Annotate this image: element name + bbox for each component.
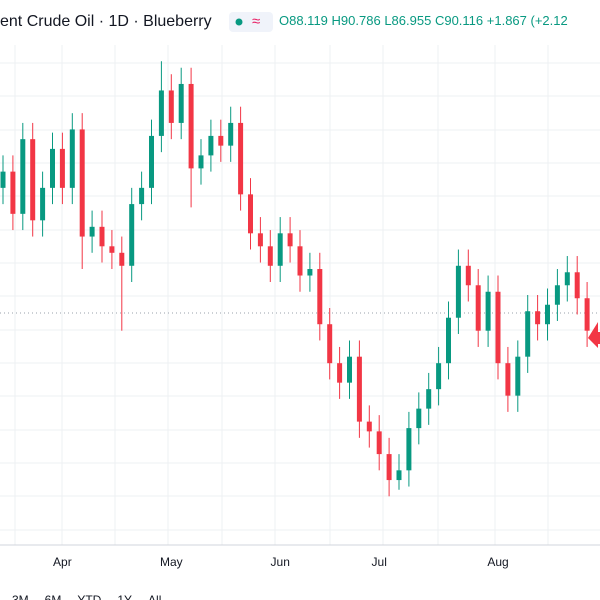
candle-body bbox=[317, 269, 323, 325]
chart-title: ent Crude Oil · 1D · Blueberry bbox=[0, 13, 212, 30]
candle-body bbox=[0, 171, 6, 188]
price-marker bbox=[588, 322, 600, 348]
x-tick-label: Aug bbox=[487, 555, 508, 569]
candle-body bbox=[525, 311, 531, 357]
candle-body bbox=[139, 187, 145, 205]
x-tick-label: May bbox=[160, 555, 183, 569]
candle-body bbox=[59, 148, 65, 188]
candle-body bbox=[248, 194, 253, 234]
legend-close: C90.116 bbox=[435, 13, 483, 28]
candle-body bbox=[515, 356, 521, 396]
candle-body bbox=[564, 272, 570, 286]
candle-body bbox=[40, 187, 46, 221]
candle-body bbox=[228, 122, 234, 146]
header bbox=[0, 0, 600, 44]
candle-body bbox=[376, 431, 382, 455]
candle-body bbox=[574, 272, 580, 299]
legend-change: +1.867 (+2.12 bbox=[487, 13, 568, 28]
candle-body bbox=[69, 129, 75, 188]
candle-body bbox=[446, 317, 451, 364]
candle-body bbox=[238, 122, 244, 195]
candle-body bbox=[485, 291, 491, 331]
candle-body bbox=[426, 389, 432, 409]
candles bbox=[0, 61, 590, 497]
candle-body bbox=[416, 408, 422, 429]
candle-body bbox=[337, 363, 343, 383]
candle-body bbox=[584, 298, 590, 331]
candle-body bbox=[50, 148, 55, 188]
candle-body bbox=[554, 285, 560, 305]
range-button[interactable]: 6M bbox=[45, 593, 62, 600]
candle-body bbox=[455, 265, 461, 318]
candle-body bbox=[178, 83, 184, 123]
candle-body bbox=[505, 363, 511, 396]
candle-body bbox=[297, 246, 303, 276]
ohlc-legend: O88.119 H90.786 L86.955 C90.116 +1.867 (… bbox=[279, 13, 568, 28]
candle-body bbox=[198, 155, 204, 169]
candle-body bbox=[406, 428, 412, 471]
range-button[interactable]: 3M bbox=[12, 593, 29, 600]
candle-body bbox=[188, 83, 194, 169]
candle-body bbox=[475, 285, 481, 331]
candle-body bbox=[79, 129, 85, 237]
candle-body bbox=[396, 470, 402, 481]
status-dot bbox=[235, 18, 243, 26]
range-buttons: 3M 6M YTD 1Y All bbox=[12, 593, 161, 600]
candle-body bbox=[465, 265, 471, 286]
candle-body bbox=[218, 135, 224, 146]
candle-body bbox=[347, 356, 352, 383]
candle-body bbox=[327, 324, 333, 364]
candle-body bbox=[149, 135, 154, 188]
legend-low: L86.955 bbox=[384, 13, 431, 28]
candle-body bbox=[277, 233, 283, 266]
range-button[interactable]: YTD bbox=[77, 593, 101, 600]
candle-body bbox=[535, 311, 541, 325]
candle-body bbox=[168, 90, 174, 123]
candle-body bbox=[30, 139, 36, 221]
candle-body bbox=[89, 226, 95, 237]
candle-body bbox=[356, 356, 362, 422]
range-button[interactable]: 1Y bbox=[117, 593, 132, 600]
candle-body bbox=[436, 363, 442, 390]
candle-body bbox=[287, 233, 293, 247]
candle-body bbox=[208, 135, 214, 156]
candle-body bbox=[545, 304, 550, 325]
legend-high: H90.786 bbox=[332, 13, 381, 28]
candle-body bbox=[307, 269, 313, 276]
candle-body bbox=[119, 252, 125, 266]
legend-open: O88.119 bbox=[279, 13, 328, 28]
x-tick-label: Apr bbox=[53, 555, 72, 569]
candle-body bbox=[129, 204, 135, 266]
candle-body bbox=[20, 139, 26, 214]
candle-body bbox=[495, 291, 501, 364]
x-tick-label: Jun bbox=[271, 555, 290, 569]
candle-body bbox=[10, 171, 16, 214]
status-box bbox=[229, 12, 273, 32]
range-button[interactable]: All bbox=[148, 593, 161, 600]
candle-body bbox=[386, 454, 392, 481]
candle-body bbox=[257, 233, 263, 247]
candle-body bbox=[99, 226, 105, 247]
candle-body bbox=[267, 246, 273, 266]
candle-body bbox=[109, 246, 115, 253]
candle-body bbox=[366, 421, 372, 432]
grid bbox=[0, 45, 600, 545]
candle-body bbox=[158, 90, 164, 136]
x-tick-label: Jul bbox=[372, 555, 387, 569]
status-icon: ≈ bbox=[252, 13, 260, 30]
